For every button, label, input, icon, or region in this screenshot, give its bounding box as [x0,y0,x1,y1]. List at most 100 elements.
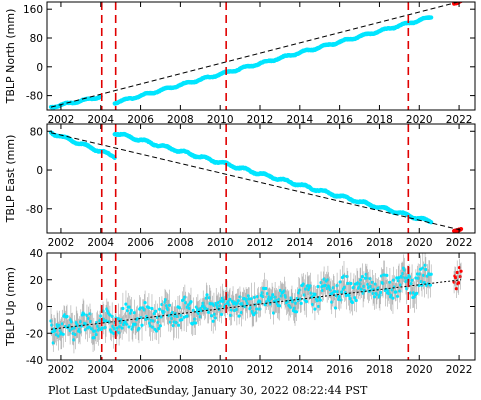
data-point [157,326,161,331]
data-point [429,15,434,20]
y-tick-label: -80 [26,204,43,216]
series-1-points [49,253,433,354]
data-point [339,298,343,302]
x-tick-label: 2014 [286,364,313,376]
data-point [158,324,162,328]
data-point [366,282,370,286]
data-point [124,302,128,306]
data-point [357,285,361,289]
data-point [375,292,379,296]
data-point [265,291,270,296]
data-point [49,319,53,323]
x-tick-label: 2006 [127,237,154,249]
data-point [193,317,197,321]
data-point [183,295,187,299]
data-point [65,314,69,319]
data-point [335,283,339,288]
data-point [180,318,184,322]
data-point [368,277,372,281]
data-point [298,288,302,292]
data-point [143,300,147,305]
data-point [297,291,301,295]
series-1-points [48,94,103,110]
data-point [235,307,239,312]
data-point [204,296,208,300]
data-point [134,322,138,326]
data-point [211,319,215,323]
x-tick-label: 2004 [87,364,114,376]
data-point [381,281,385,285]
data-point [186,314,190,318]
data-point [331,286,335,290]
data-point [140,323,144,327]
x-tick-label: 2006 [127,364,154,376]
data-point [252,295,257,299]
data-point [177,306,182,310]
data-point [201,301,205,305]
data-point [308,284,312,288]
series-1 [48,94,103,110]
data-point [301,282,306,286]
data-point [457,281,461,285]
data-point [156,320,160,324]
data-point [371,291,375,296]
data-point [340,290,344,294]
data-point [347,293,351,298]
panel-2: 2002 2004 2006 2008 2010 2012 2014 2016 2018 2020… [4,123,476,249]
data-point [459,269,463,273]
data-point [112,331,116,336]
y-tick-label: 160 [23,4,43,16]
y-tick-label: 20 [30,275,43,287]
x-tick-label: 2002 [48,114,75,126]
data-point [309,291,313,295]
data-point [277,297,281,302]
data-point [137,326,141,331]
data-point [258,307,262,311]
data-point [179,313,183,317]
data-point [314,292,318,296]
data-point [282,289,286,293]
series-1 [49,253,433,354]
x-tick-label: 2020 [406,114,433,126]
data-point [207,296,211,300]
data-point [73,332,78,337]
data-point [128,305,132,309]
data-point [249,297,254,301]
data-point [354,298,358,303]
data-point [458,275,462,279]
data-point [421,273,426,277]
data-point [313,307,317,311]
data-point [210,314,214,318]
data-point [392,278,396,282]
data-point [222,298,226,303]
x-tick-label: 2004 [87,237,114,249]
x-tick-label: 2002 [48,237,75,249]
data-point [164,304,169,308]
data-point [304,287,308,291]
model-line [50,279,462,330]
data-point [57,323,61,328]
data-point [421,266,425,270]
x-tick-label: 2012 [247,237,274,249]
data-point [121,306,125,311]
data-point [379,290,383,295]
data-point [167,303,172,307]
data-point [458,226,464,232]
data-point [365,276,369,280]
data-point [391,296,395,300]
data-point [373,282,377,286]
data-point [372,295,377,299]
data-point [72,338,76,342]
data-point [273,295,277,299]
data-point [333,289,337,294]
data-point [78,330,82,334]
footer-timestamp: Sunday, January 30, 2022 08:22:44 PST [146,384,368,397]
data-point [227,303,231,307]
data-point [70,320,74,324]
data-point [328,288,332,292]
data-point [168,320,172,324]
panel-frame [46,123,476,234]
data-point [271,293,275,297]
data-point [378,293,382,297]
data-point [294,310,299,314]
